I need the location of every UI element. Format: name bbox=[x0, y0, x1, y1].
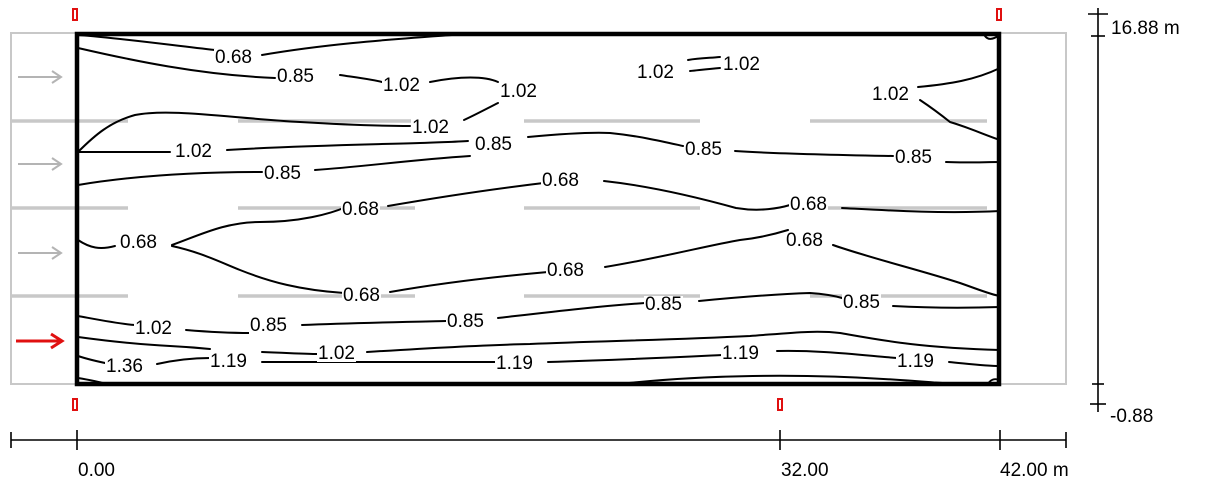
contour-label-layer: 0.68 0.85 1.02 1.02 1.02 1.02 1.02 1.02 1.02 0.85… bbox=[105, 47, 935, 377]
contour-value-label: 1.19 bbox=[496, 353, 533, 374]
x-dimension-line: 0.00 32.00 42.00 m bbox=[10, 430, 1069, 481]
contour-value-label: 1.36 bbox=[106, 356, 143, 377]
contour-value-label: 0.85 bbox=[264, 163, 301, 184]
contour-value-label: 0.68 bbox=[342, 199, 379, 220]
contour-value-label: 0.68 bbox=[343, 285, 380, 306]
contour-value-label: 0.85 bbox=[843, 292, 880, 313]
contour-value-label: 0.68 bbox=[542, 170, 579, 191]
contour-value-label: 1.02 bbox=[135, 318, 172, 339]
contour-value-label: 1.02 bbox=[318, 343, 355, 364]
contour-value-label: 1.02 bbox=[872, 84, 909, 105]
y-bottom-label: -0.88 bbox=[1110, 406, 1153, 427]
contour-value-label: 0.68 bbox=[215, 47, 252, 68]
lane-direction-arrow-icon bbox=[18, 70, 63, 260]
contour-value-label: 0.85 bbox=[250, 315, 287, 336]
calculation-field-outline bbox=[74, 31, 1002, 387]
lane-markings bbox=[11, 119, 987, 298]
contour-value-label: 1.19 bbox=[210, 351, 247, 372]
x-tick-label: 0.00 bbox=[78, 460, 115, 481]
contour-value-label: 0.68 bbox=[547, 260, 584, 281]
contour-value-label: 1.02 bbox=[175, 141, 212, 162]
contour-value-label: 1.02 bbox=[723, 54, 760, 75]
contour-value-label: 0.68 bbox=[120, 232, 157, 253]
contour-value-label: 0.85 bbox=[645, 294, 682, 315]
contour-value-label: 0.85 bbox=[685, 139, 722, 160]
contour-value-label: 0.68 bbox=[790, 194, 827, 215]
observer-arrow-icon bbox=[16, 332, 65, 350]
contour-value-label: 0.68 bbox=[786, 230, 823, 251]
contour-value-label: 0.85 bbox=[895, 147, 932, 168]
contour-value-label: 0.85 bbox=[447, 311, 484, 332]
luminaire-marker-icon bbox=[72, 8, 1002, 411]
contour-value-label: 1.02 bbox=[637, 62, 674, 83]
contour-value-label: 1.02 bbox=[383, 75, 420, 96]
contour-value-label: 0.85 bbox=[475, 134, 512, 155]
x-tick-label: 32.00 bbox=[781, 460, 829, 481]
contour-value-label: 1.19 bbox=[722, 343, 759, 364]
x-tick-label: 42.00 m bbox=[1000, 460, 1069, 481]
contour-value-label: 1.19 bbox=[897, 351, 934, 372]
contour-value-label: 1.02 bbox=[412, 117, 449, 138]
y-top-label: 16.88 m bbox=[1111, 18, 1180, 39]
y-dimension-line: 16.88 m -0.88 bbox=[1088, 8, 1180, 427]
contour-value-label: 0.85 bbox=[277, 66, 314, 87]
contour-value-label: 1.02 bbox=[500, 81, 537, 102]
